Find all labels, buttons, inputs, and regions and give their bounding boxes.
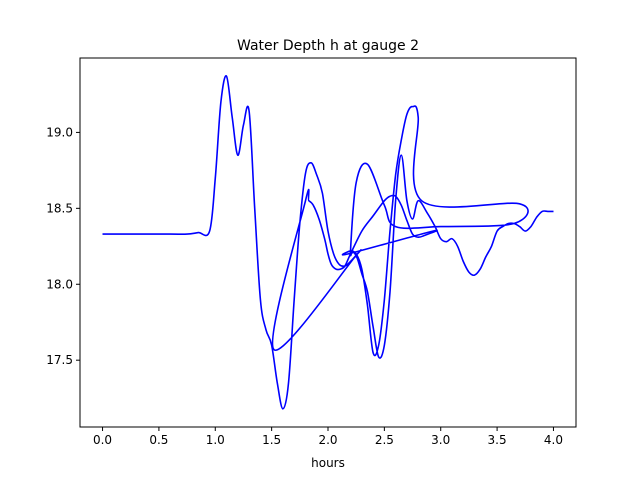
x-tick-label: 0.5 [149,433,168,447]
x-axis-label: hours [311,456,345,470]
x-tick-label: 3.0 [431,433,450,447]
y-tick-label: 19.0 [46,125,73,139]
x-tick-label: 3.5 [488,433,507,447]
y-tick-label: 18.0 [46,277,73,291]
x-tick-label: 1.0 [206,433,225,447]
x-axis-ticks: 0.0 0.5 1.0 1.5 2.0 2.5 3.0 3.5 4.0 [93,427,563,447]
series-layer [102,75,554,410]
y-tick-label: 17.5 [46,353,73,367]
x-tick-label: 2.0 [318,433,337,447]
series-line-1 [102,75,554,410]
x-tick-label: 4.0 [544,433,563,447]
chart-title: Water Depth h at gauge 2 [237,38,419,54]
x-tick-label: 1.5 [262,433,281,447]
y-axis-ticks: 17.5 18.0 18.5 19.0 [46,125,80,367]
x-tick-label: 2.5 [375,433,394,447]
x-tick-label: 0.0 [93,433,112,447]
y-tick-label: 18.5 [46,201,73,215]
plot-area [80,58,576,427]
